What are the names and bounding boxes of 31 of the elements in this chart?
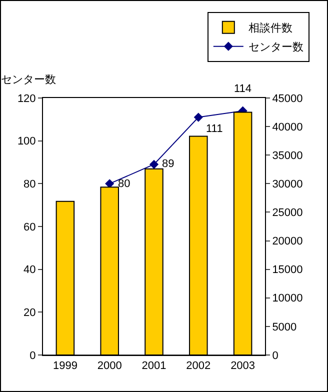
y2-tick-label: 25000 [272,207,303,220]
x-tick-label: 1999 [52,360,78,372]
y2-tick-label: 35000 [272,150,303,162]
x-tick-label: 2000 [97,360,122,372]
y-tick-label: 20 [24,307,36,320]
y2-tick-label: 15000 [272,264,303,276]
x-tick-label: 2002 [186,360,211,372]
point [149,160,159,169]
data-label: 114 [234,83,252,95]
y-tick-label: 60 [24,221,36,234]
y-tick-label: 0 [30,350,36,362]
point [194,112,203,122]
y2-tick-label: 5000 [272,321,297,334]
legend-label: 相談件数 [248,22,292,35]
y-tick-label: 80 [24,178,36,191]
y2-tick-label: 30000 [272,178,303,191]
x-tick-label: 2001 [142,360,166,372]
y2-tick-label: 40000 [272,121,303,134]
y-tick-label: 40 [24,264,36,276]
y-tick-label: 120 [17,92,36,105]
y2-tick-label: 10000 [272,292,303,305]
y-axis-title: センター数 [1,74,56,86]
y2-tick-label: 20000 [272,236,303,248]
legend-label: センター数 [248,42,304,54]
data-label: 111 [206,123,223,135]
y2-tick-label: 0 [272,350,278,362]
y-tick-label: 100 [17,136,36,148]
y2-tick-label: 45000 [272,92,303,105]
data-label: 89 [162,158,174,170]
data-label: 80 [118,178,130,190]
x-tick-label: 2003 [230,360,256,372]
